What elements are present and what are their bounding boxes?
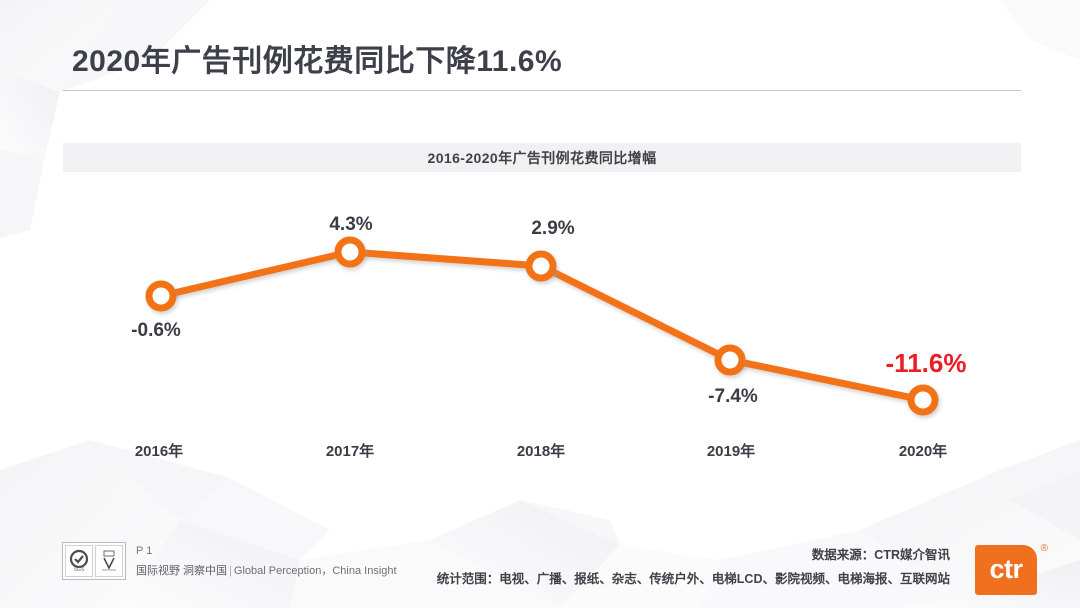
x-axis-label-2017: 2017年 <box>325 443 375 460</box>
chart-marker <box>907 384 939 416</box>
footer-right-block: 数据来源：CTR媒介智讯 统计范围：电视、广播、报纸、杂志、传统户外、电梯LCD… <box>437 544 950 587</box>
data-source-text: 数据来源：CTR媒介智讯 <box>811 548 950 562</box>
chart-subtitle-text: 2016-2020年广告刊例花费同比增幅 <box>427 149 657 166</box>
footer-left-block: SGS P 1 国际视野 洞察中国 | Global Perception，Chin… <box>62 542 397 580</box>
tagline-en: Global Perception，China Insight <box>233 564 397 577</box>
chart-subtitle-bar: 2016-2020年广告刊例花费同比增幅 <box>63 143 1021 172</box>
data-label-2016: -0.6% <box>131 320 181 341</box>
sgs-certification-icon: SGS <box>65 545 93 577</box>
x-axis-label-2020: 2020年 <box>898 443 948 460</box>
data-label-2018: 2.9% <box>531 218 575 239</box>
registered-trademark-icon: ® <box>1040 543 1048 554</box>
tagline-separator: | <box>229 564 232 577</box>
statistical-scope-text: 统计范围：电视、广播、报纸、杂志、传统户外、电梯LCD、影院视频、电梯海报、互联… <box>436 572 950 586</box>
china-certification-icon <box>95 545 123 577</box>
page-title: 2020年广告刊例花费同比下降11.6% <box>72 45 563 78</box>
x-axis-label-2018: 2018年 <box>516 443 566 460</box>
chart-marker <box>525 250 557 282</box>
chart-svg <box>145 236 939 416</box>
data-label-2019: -7.4% <box>708 386 758 407</box>
company-tagline: 国际视野 洞察中国 | Global Perception，China Insigh… <box>136 562 397 578</box>
svg-text:SGS: SGS <box>74 567 85 573</box>
ctr-logo: ctr ® <box>975 543 1048 595</box>
chart-marker <box>334 236 366 268</box>
data-label-2020: -11.6% <box>885 348 967 378</box>
line-chart <box>0 180 1080 480</box>
ctr-logo-text: ctr <box>989 553 1023 584</box>
footer-text-block: P 1 国际视野 洞察中国 | Global Perception，China In… <box>136 545 397 578</box>
chart-marker <box>714 344 746 376</box>
data-label-2017: 4.3% <box>329 214 373 235</box>
x-axis-label-2019: 2019年 <box>706 443 756 460</box>
chart-marker <box>145 280 177 312</box>
certification-badges: SGS <box>62 542 126 580</box>
x-axis-label-2016: 2016年 <box>134 443 184 460</box>
tagline-cn: 国际视野 洞察中国 <box>136 564 228 577</box>
page-number: P 1 <box>136 544 153 557</box>
title-divider <box>63 90 1021 91</box>
